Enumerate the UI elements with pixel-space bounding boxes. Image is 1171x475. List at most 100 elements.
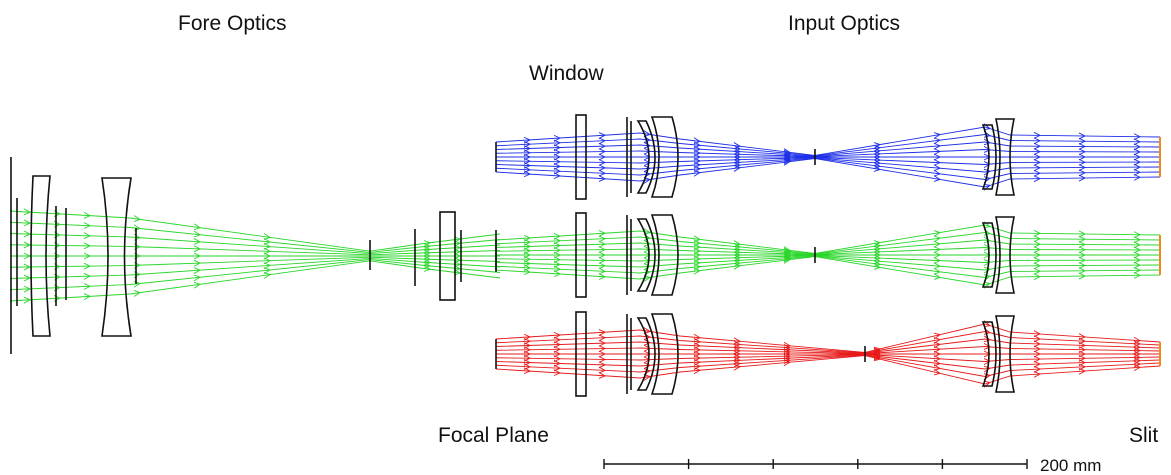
ray-arrow: [1033, 350, 1042, 358]
ray-arrow: [1133, 153, 1142, 161]
ray-arrow: [983, 343, 992, 350]
ray-arrow: [1078, 158, 1087, 166]
ray-arrow: [598, 251, 607, 259]
ray-arrow: [523, 268, 532, 276]
ray-arrow: [1033, 142, 1042, 150]
ray-arrow: [983, 244, 992, 251]
ray-arrow: [553, 153, 562, 161]
ray-arrow: [1078, 241, 1087, 248]
ray-arrow: [193, 238, 202, 245]
ray-arrow: [1033, 262, 1042, 270]
ray-arrow: [1033, 164, 1042, 172]
ray-arrow: [1078, 174, 1087, 182]
fore-optics-rays: [9, 208, 501, 304]
ray-arrow: [553, 260, 562, 268]
ray-arrow: [983, 335, 992, 343]
ray-arrow: [733, 350, 742, 358]
ray-arrow: [193, 230, 202, 238]
ray-arrow: [423, 249, 432, 257]
ray-arrow: [733, 340, 742, 348]
ray-arrow: [193, 281, 202, 289]
ray-arrow: [1078, 153, 1087, 161]
ray-arrow: [193, 267, 202, 274]
ray-arrow: [1133, 336, 1142, 344]
ray-arrow: [553, 369, 562, 377]
ray-arrow: [933, 350, 942, 358]
ray-arrow: [1033, 340, 1042, 348]
ray-arrow: [733, 145, 742, 152]
ray-arrow: [733, 147, 742, 155]
ray-arrow: [263, 242, 272, 250]
ray-arrow: [553, 251, 562, 259]
ray-arrow: [83, 293, 92, 301]
ray-arrow: [523, 367, 532, 375]
ray-arrow: [933, 267, 942, 275]
ray-arrow: [733, 260, 742, 267]
ray-arrow: [1133, 343, 1142, 351]
scale-bar: 200 mm: [603, 456, 1101, 475]
ray-arrow: [1033, 370, 1042, 378]
ray-arrow: [1033, 330, 1042, 338]
ray-arrow: [733, 153, 742, 161]
ray-arrow: [933, 148, 942, 156]
ray-arrow: [598, 230, 607, 237]
ray-arrow: [1078, 148, 1087, 156]
ray-arrow: [933, 246, 942, 254]
ray-arrow: [1133, 143, 1142, 151]
ray-arrow: [733, 159, 742, 167]
ray-arrow: [873, 165, 882, 172]
ray-arrow: [598, 169, 607, 177]
ray-arrow: [1078, 137, 1087, 145]
lens-2: [101, 177, 132, 337]
ray-arrow: [643, 338, 652, 346]
ray-arrow: [733, 257, 742, 265]
lens-5: [981, 124, 997, 190]
ray-arrow: [1033, 153, 1042, 161]
ray-arrow: [1133, 138, 1142, 146]
ray-arrow: [263, 267, 272, 274]
ray-arrow: [933, 359, 942, 367]
slit-label: Slit: [1129, 424, 1159, 447]
ray-arrow: [1078, 267, 1087, 275]
ray-arrow: [1133, 357, 1142, 365]
ray-arrow: [733, 363, 742, 371]
ray-arrow: [553, 237, 562, 245]
ray-arrow: [598, 350, 607, 358]
ray-arrow: [933, 153, 942, 161]
ray-arrow: [1033, 246, 1042, 253]
ray-arrow: [553, 167, 562, 175]
lens-1: [30, 175, 51, 337]
ray-arrow: [1033, 257, 1042, 264]
ray-arrow: [873, 142, 882, 149]
ray-arrow: [933, 355, 942, 362]
ray-arrow: [1133, 173, 1142, 181]
ray-arrow: [733, 251, 742, 259]
ray-arrow: [643, 350, 652, 358]
ray-arrow: [873, 354, 882, 362]
ray-arrow: [873, 254, 882, 262]
lens-3: [636, 317, 656, 391]
ray-arrow: [598, 240, 607, 248]
ray-arrow: [598, 339, 607, 347]
lens-4: [650, 116, 679, 198]
ray-arrow: [733, 347, 742, 355]
ray-arrow: [553, 336, 562, 344]
ray-arrow: [933, 346, 942, 353]
ray-arrow: [983, 350, 992, 358]
ray-arrow: [873, 144, 882, 152]
ray-arrow: [598, 345, 607, 353]
ray-arrow: [553, 162, 562, 170]
ray: [495, 354, 1161, 370]
ray-arrow: [643, 245, 652, 253]
ray-arrow: [193, 223, 202, 231]
ray-arrow: [783, 158, 792, 166]
ray-arrow: [733, 150, 742, 158]
ray-arrow: [523, 170, 532, 178]
ray-arrow: [1033, 345, 1042, 353]
ray-arrow: [423, 246, 432, 254]
ray-arrow: [933, 175, 942, 182]
focal-plane-label: Focal Plane: [438, 424, 549, 447]
ray-arrow: [643, 239, 652, 247]
ray-arrow: [983, 146, 992, 153]
red-channel-rays: [495, 320, 1161, 388]
